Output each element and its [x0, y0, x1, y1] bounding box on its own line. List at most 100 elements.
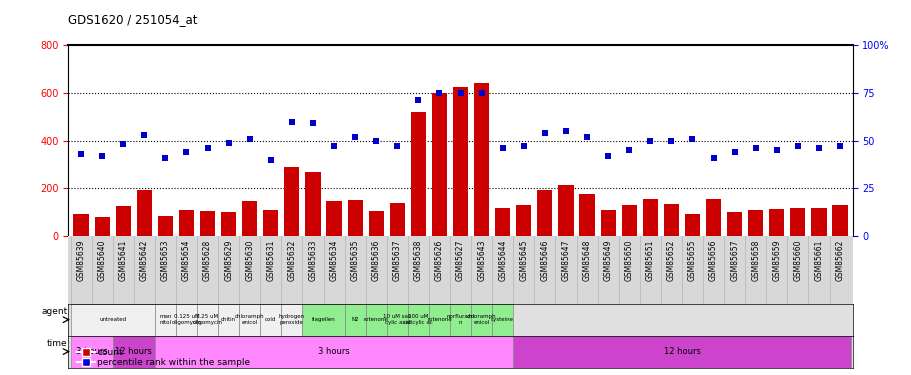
Point: [74, 151, 88, 157]
Text: GSM85657: GSM85657: [730, 240, 738, 281]
Bar: [95, 217, 109, 236]
Point: [621, 147, 636, 153]
Bar: [428, 304, 449, 336]
Point: [727, 149, 742, 155]
Point: [326, 143, 341, 149]
Bar: [578, 194, 594, 236]
Point: [158, 155, 172, 161]
Bar: [407, 304, 428, 336]
Text: GSM85626: GSM85626: [435, 240, 444, 281]
Bar: [70, 336, 113, 368]
Bar: [832, 205, 846, 236]
Text: GSM85658: GSM85658: [751, 240, 760, 281]
Point: [642, 138, 657, 144]
Bar: [705, 199, 721, 236]
Text: GDS1620 / 251054_at: GDS1620 / 251054_at: [68, 13, 198, 26]
Text: 3 hours: 3 hours: [76, 347, 107, 356]
Point: [221, 140, 236, 146]
Text: rotenone: rotenone: [426, 317, 451, 322]
Point: [474, 90, 488, 96]
Point: [769, 147, 783, 153]
Text: GSM85639: GSM85639: [77, 240, 86, 281]
Bar: [113, 336, 155, 368]
Point: [453, 90, 467, 96]
Text: GSM85642: GSM85642: [139, 240, 148, 281]
Bar: [176, 304, 197, 336]
Bar: [326, 201, 342, 236]
Bar: [747, 210, 763, 236]
Point: [95, 153, 109, 159]
Text: GSM85629: GSM85629: [224, 240, 233, 281]
Text: 12 hours: 12 hours: [115, 347, 152, 356]
Bar: [389, 203, 404, 236]
Text: GSM85644: GSM85644: [497, 240, 507, 281]
Text: GSM85659: GSM85659: [772, 240, 781, 281]
Point: [432, 90, 446, 96]
Point: [748, 145, 763, 151]
Bar: [621, 205, 636, 236]
Text: GSM85631: GSM85631: [266, 240, 275, 281]
Text: norflurazo
n: norflurazo n: [446, 314, 474, 325]
Bar: [158, 216, 173, 236]
Bar: [410, 112, 425, 236]
Text: 0.125 uM
oligomycin: 0.125 uM oligomycin: [171, 314, 201, 325]
Point: [200, 145, 215, 151]
Bar: [663, 204, 679, 236]
Point: [284, 118, 299, 124]
Bar: [305, 172, 320, 236]
Text: GSM85633: GSM85633: [308, 240, 317, 281]
Point: [811, 145, 825, 151]
Text: GSM85656: GSM85656: [708, 240, 717, 281]
Bar: [790, 208, 804, 236]
Point: [558, 128, 573, 134]
Point: [516, 143, 530, 149]
Text: 100 uM
salicylic ac: 100 uM salicylic ac: [403, 314, 433, 325]
Bar: [495, 208, 510, 236]
Bar: [263, 210, 278, 236]
Bar: [241, 201, 257, 236]
Text: chloramph
enicol: chloramph enicol: [235, 314, 264, 325]
Bar: [347, 200, 363, 236]
Point: [369, 138, 384, 144]
Text: GSM85638: GSM85638: [414, 240, 423, 281]
Bar: [344, 304, 365, 336]
Bar: [471, 304, 492, 336]
Text: rotenone: rotenone: [363, 317, 388, 322]
Bar: [155, 336, 513, 368]
Point: [242, 136, 257, 142]
Text: 1.25 uM
oligomycin: 1.25 uM oligomycin: [192, 314, 222, 325]
Point: [705, 155, 720, 161]
Text: cysteine: cysteine: [491, 317, 514, 322]
Point: [684, 136, 699, 142]
Point: [579, 134, 594, 140]
Text: GSM85652: GSM85652: [666, 240, 675, 281]
Bar: [200, 211, 215, 236]
Text: GSM85627: GSM85627: [456, 240, 465, 281]
Text: cold: cold: [265, 317, 276, 322]
Point: [347, 134, 362, 140]
Bar: [260, 304, 281, 336]
Bar: [74, 213, 88, 236]
Bar: [365, 304, 386, 336]
Bar: [768, 209, 783, 236]
Point: [411, 98, 425, 104]
Text: chloramph
enicol: chloramph enicol: [466, 314, 496, 325]
Text: GSM85640: GSM85640: [97, 240, 107, 281]
Point: [179, 149, 193, 155]
Point: [495, 145, 509, 151]
Point: [790, 143, 804, 149]
Text: 12 hours: 12 hours: [663, 347, 700, 356]
Legend: count, percentile rank within the sample: count, percentile rank within the sample: [73, 344, 254, 370]
Text: GSM85641: GSM85641: [118, 240, 128, 281]
Text: man
nitol: man nitol: [159, 314, 171, 325]
Point: [663, 138, 678, 144]
Text: GSM85650: GSM85650: [624, 240, 633, 281]
Text: GSM85634: GSM85634: [329, 240, 338, 281]
Bar: [386, 304, 407, 336]
Text: GSM85655: GSM85655: [687, 240, 696, 281]
Text: GSM85653: GSM85653: [160, 240, 169, 281]
Point: [263, 157, 278, 163]
Bar: [155, 304, 176, 336]
Text: GSM85643: GSM85643: [476, 240, 486, 281]
Text: GSM85660: GSM85660: [793, 240, 802, 281]
